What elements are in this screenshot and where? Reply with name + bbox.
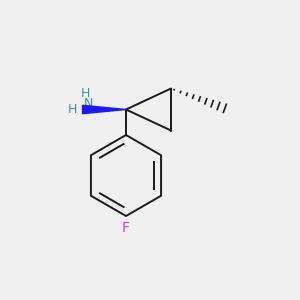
Polygon shape — [82, 105, 126, 114]
Text: H: H — [81, 86, 90, 100]
Text: H: H — [67, 103, 77, 116]
Text: N: N — [84, 97, 93, 110]
Text: F: F — [122, 221, 130, 235]
